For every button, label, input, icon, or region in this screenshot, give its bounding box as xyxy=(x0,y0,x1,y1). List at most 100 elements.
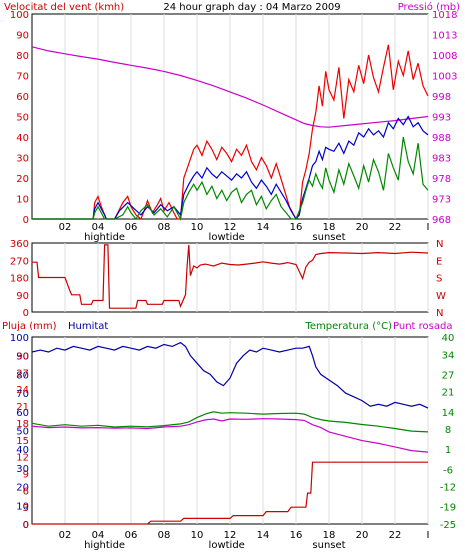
humidity-tick-label: 0 xyxy=(23,520,29,531)
x-tick-label: 06 xyxy=(125,530,138,541)
rain-tick-label: 27 xyxy=(16,368,29,379)
direction-tick-label: 0 xyxy=(23,308,29,319)
temperature-tick-label: 27 xyxy=(442,370,455,381)
wind-tick-label: 0 xyxy=(23,215,29,226)
compass-tick-label: W xyxy=(436,291,446,302)
x-annotation-label: sunset xyxy=(312,232,345,243)
x-annotation-label: lowtide xyxy=(209,232,245,243)
temperature-tick-label: -12 xyxy=(440,483,456,494)
wind-tick-label: 90 xyxy=(16,31,29,42)
pressure-tick-label: 1013 xyxy=(432,31,457,42)
x-tick-label: 12 xyxy=(224,530,237,541)
chart-title: 24 hour graph day : 04 Marzo 2009 xyxy=(163,2,340,13)
x-annotation-label: hightide xyxy=(84,540,125,551)
pressure-line xyxy=(31,46,429,128)
x-tick-label: 04 xyxy=(92,222,105,233)
temperature-tick-label: 34 xyxy=(442,350,455,361)
wind-tick-label: 60 xyxy=(16,92,29,103)
wind-tick-label: 30 xyxy=(16,154,29,165)
humidity-tick-label: 40 xyxy=(16,445,29,456)
x-annotation-label: lowtide xyxy=(209,540,245,551)
x-tick-label: 16 xyxy=(290,222,303,233)
x-tick-label: 14 xyxy=(257,222,270,233)
rain-tick-label: 24 xyxy=(16,385,29,396)
rain-axis-title: Pluja (mm) xyxy=(2,321,57,332)
humidity-tick-label: 90 xyxy=(16,352,29,363)
humidity-axis-title: Humitat xyxy=(68,321,108,332)
wind-axis-title: Velocitat del vent (kmh) xyxy=(4,2,124,13)
x-tick-label: 18 xyxy=(323,222,336,233)
wind-speed-line xyxy=(32,44,429,221)
temperature-line xyxy=(31,411,429,433)
wind-tick-label: 100 xyxy=(10,10,29,21)
x-tick-label: 16 xyxy=(290,530,303,541)
x-tick-label: 04 xyxy=(92,530,105,541)
x-tick-label: 06 xyxy=(125,222,138,233)
pressure-tick-label: 983 xyxy=(432,154,451,165)
pressure-tick-label: 973 xyxy=(432,195,451,206)
wind-direction-line xyxy=(32,244,429,309)
wind-direction-panel: 0 N 90 W 180 S 270 E 360 N xyxy=(10,239,446,319)
x-tick-label: I xyxy=(427,222,430,233)
compass-tick-label: S xyxy=(436,274,442,285)
x-annotation-label: sunset xyxy=(312,540,345,551)
humidity-temperature-panel: Pluja (mm) Humitat Temperatura (°C) Punt… xyxy=(2,321,456,551)
pressure-tick-label: 968 xyxy=(432,215,451,226)
x-tick-label: 10 xyxy=(191,222,204,233)
direction-tick-label: 360 xyxy=(10,239,29,250)
compass-tick-label: N xyxy=(436,239,443,250)
pressure-tick-label: 1018 xyxy=(432,10,457,21)
humidity-tick-label: 60 xyxy=(16,408,29,419)
x-tick-label: 08 xyxy=(158,222,171,233)
wind-speed-line xyxy=(32,136,429,221)
wind-tick-label: 70 xyxy=(16,72,29,83)
humidity-tick-label: 70 xyxy=(16,389,29,400)
rain-tick-label: 9 xyxy=(23,469,29,480)
rain-line xyxy=(32,461,428,525)
temperature-tick-label: 14 xyxy=(442,408,455,419)
compass-tick-label: N xyxy=(436,308,443,319)
wind-tick-label: 80 xyxy=(16,51,29,62)
temperature-tick-label: -19 xyxy=(440,503,456,514)
dewpoint-line xyxy=(31,418,429,453)
humidity-tick-label: 10 xyxy=(16,501,29,512)
wind-pressure-panel: Velocitat del vent (kmh) 24 hour graph d… xyxy=(4,1,460,243)
humidity-tick-label: 80 xyxy=(16,370,29,381)
humidity-tick-label: 30 xyxy=(16,464,29,475)
temperature-tick-label: 21 xyxy=(442,388,455,399)
rain-tick-label: 6 xyxy=(23,486,29,497)
rain-tick-label: 12 xyxy=(16,453,29,464)
temperature-tick-label: 40 xyxy=(442,333,455,344)
humidity-line xyxy=(31,341,429,409)
temperature-tick-label: 1 xyxy=(445,445,451,456)
x-tick-label: 08 xyxy=(158,530,171,541)
rain-tick-label: 21 xyxy=(16,402,29,413)
rain-tick-label: 3 xyxy=(23,503,29,514)
pressure-tick-label: 978 xyxy=(432,174,451,185)
x-tick-label: 14 xyxy=(257,530,270,541)
rain-tick-label: 30 xyxy=(16,352,29,363)
wind-tick-label: 20 xyxy=(16,174,29,185)
compass-tick-label: E xyxy=(436,256,442,267)
x-tick-label: 12 xyxy=(224,222,237,233)
humidity-tick-label: 50 xyxy=(16,427,29,438)
temperature-axis-title: Temperatura (°C) xyxy=(304,321,392,332)
wind-tick-label: 40 xyxy=(16,133,29,144)
direction-tick-label: 90 xyxy=(16,291,29,302)
humidity-tick-label: 100 xyxy=(10,333,29,344)
pressure-tick-label: 1003 xyxy=(432,72,457,83)
x-annotation-label: hightide xyxy=(84,232,125,243)
pressure-tick-label: 1008 xyxy=(432,51,457,62)
rain-tick-label: 18 xyxy=(16,419,29,430)
direction-tick-label: 270 xyxy=(10,256,29,267)
wind-speed-line xyxy=(32,115,429,221)
pressure-axis-title: Pressió (mb) xyxy=(398,1,460,13)
x-tick-label: 20 xyxy=(356,530,369,541)
temperature-tick-label: -6 xyxy=(443,465,453,476)
rain-tick-label: 0 xyxy=(23,520,29,531)
direction-tick-label: 180 xyxy=(10,274,29,285)
rain-tick-label: 15 xyxy=(16,436,29,447)
temperature-tick-label: -25 xyxy=(440,520,456,531)
x-tick-label: 18 xyxy=(323,530,336,541)
